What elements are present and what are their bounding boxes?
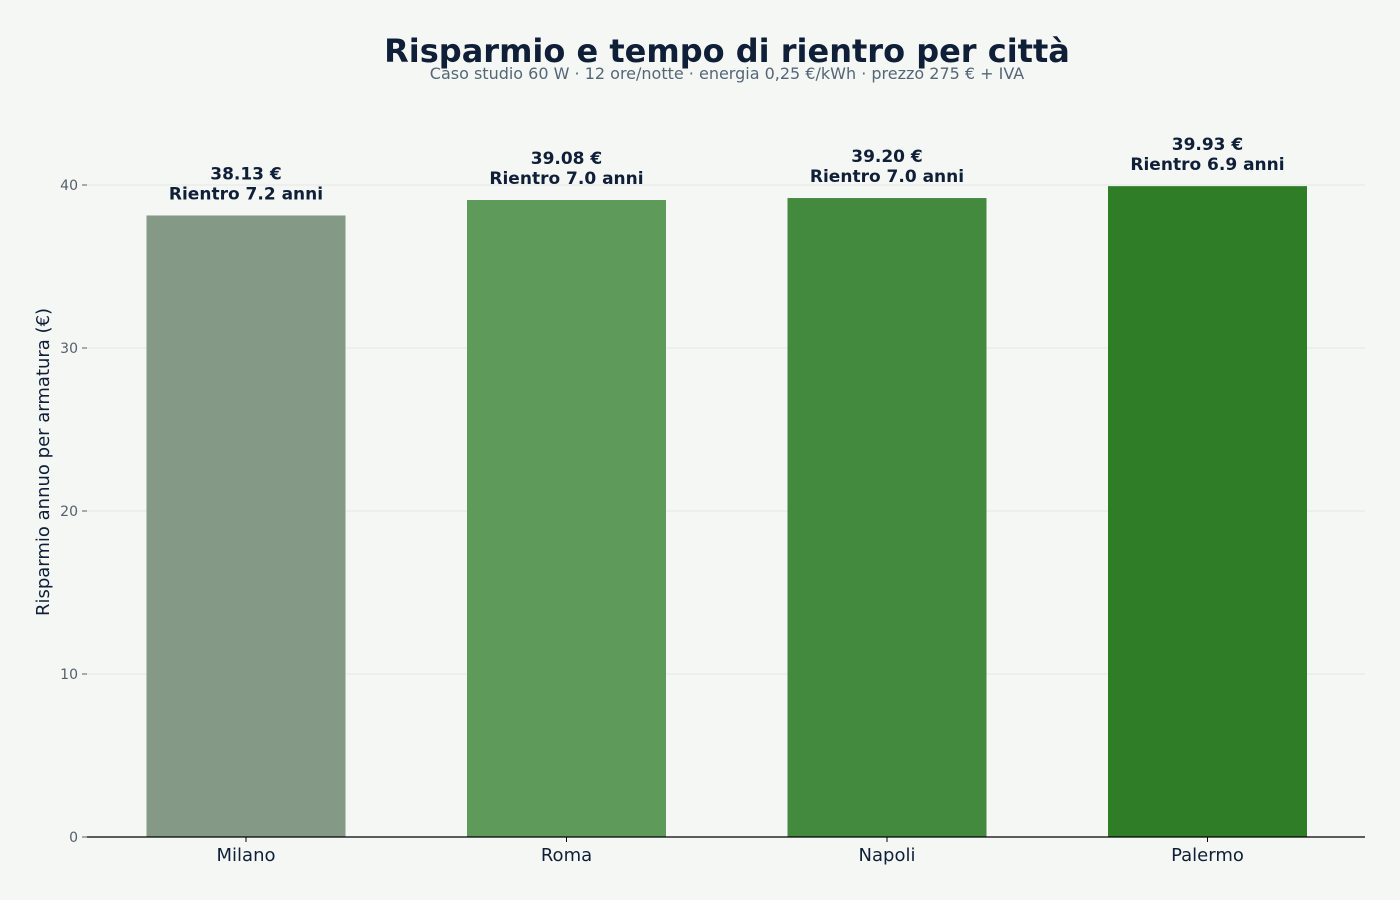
- bar-palermo: [1108, 186, 1307, 838]
- chart-subtitle: Caso studio 60 W · 12 ore/notte · energi…: [430, 64, 1025, 83]
- payback-label: Rientro 7.2 anni: [169, 184, 323, 204]
- y-tick-label: 0: [69, 830, 78, 846]
- y-tick-label: 10: [60, 667, 78, 683]
- value-label: 39.08 €: [531, 149, 603, 169]
- x-axis: Milano Roma Napoli Palermo: [87, 836, 1365, 866]
- y-tick-label: 30: [60, 341, 78, 357]
- payback-label: Rientro 7.0 anni: [810, 167, 964, 187]
- y-axis: 0 10 20 30 40: [60, 178, 87, 846]
- value-label: 39.20 €: [851, 147, 923, 167]
- bar-roma: [467, 199, 666, 838]
- x-tick-label: Roma: [541, 845, 592, 866]
- bar-milano: [146, 215, 346, 837]
- value-label: 38.13 €: [210, 164, 282, 184]
- payback-label: Rientro 6.9 anni: [1130, 155, 1284, 175]
- y-tick-label: 40: [60, 178, 78, 194]
- payback-label: Rientro 7.0 anni: [489, 169, 643, 189]
- y-tick-label: 20: [60, 504, 78, 520]
- x-tick-label: Milano: [217, 845, 276, 866]
- bar-napoli: [787, 198, 987, 838]
- x-tick-label: Palermo: [1171, 845, 1244, 866]
- y-axis-label: Risparmio annuo per armatura (€): [33, 308, 54, 616]
- x-tick-label: Napoli: [859, 845, 916, 866]
- chart-title: Risparmio e tempo di rientro per città: [384, 32, 1070, 70]
- value-label: 39.93 €: [1172, 135, 1244, 155]
- bars: [146, 186, 1307, 838]
